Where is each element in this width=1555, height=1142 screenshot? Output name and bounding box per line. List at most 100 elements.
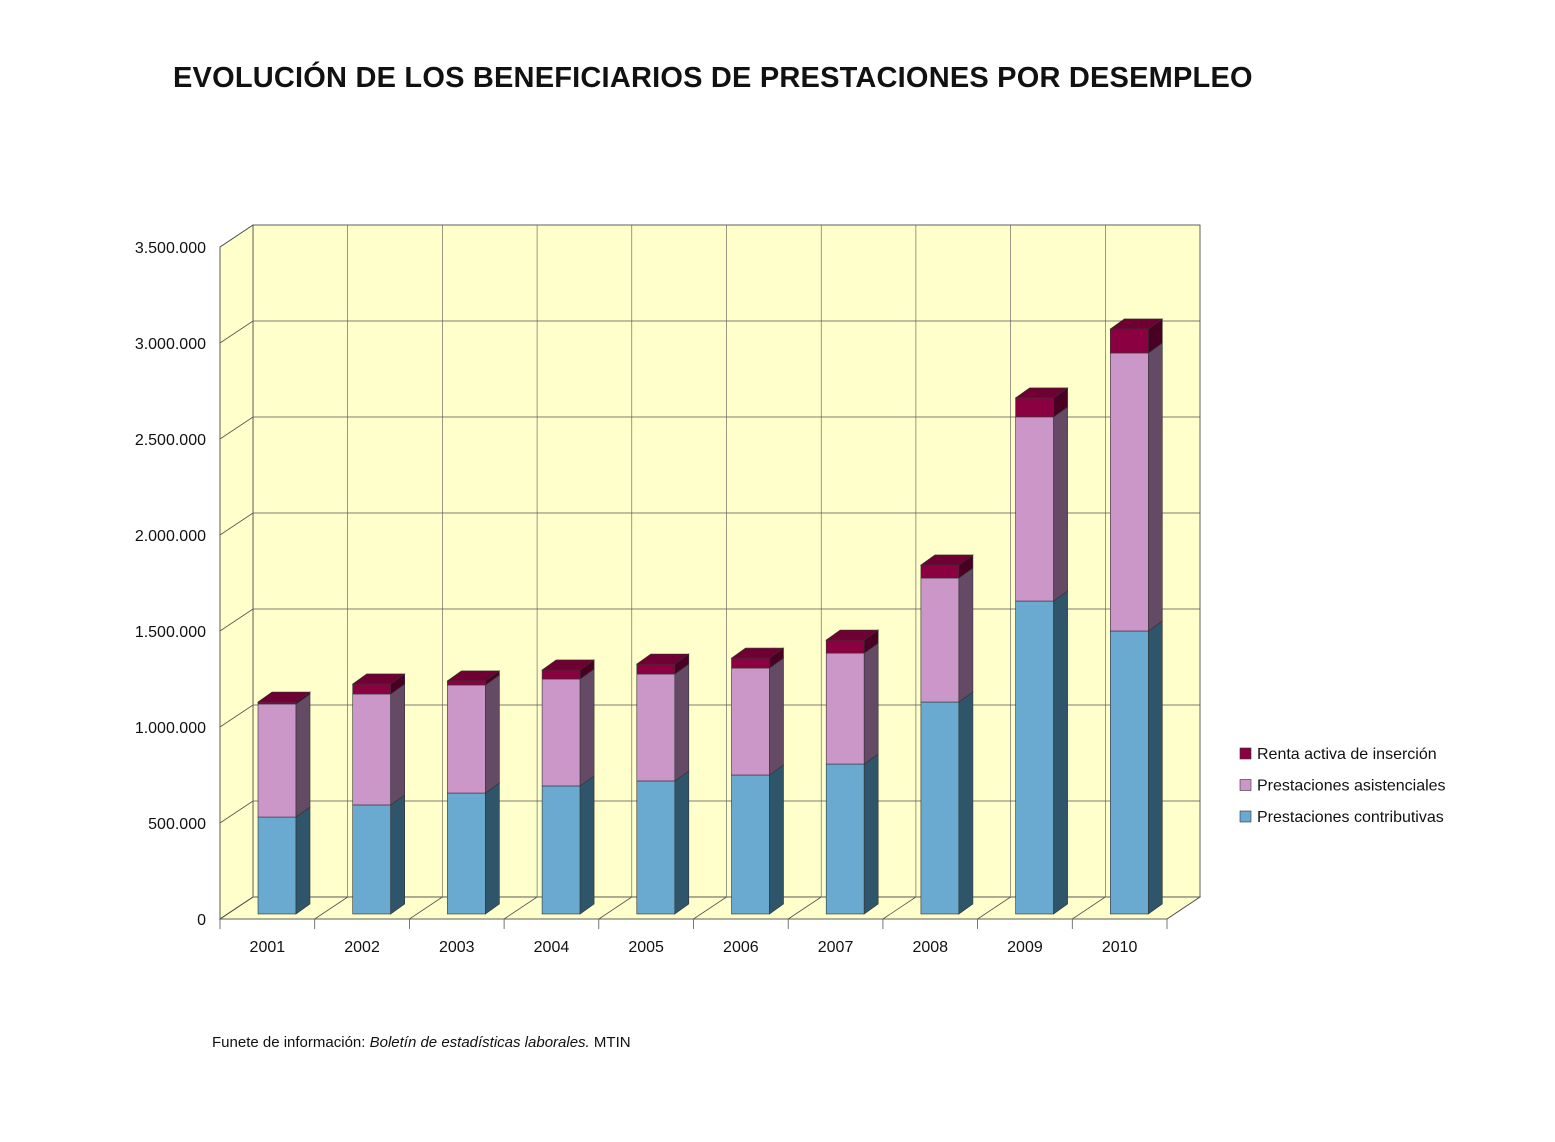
- gridline-side: [219, 224, 254, 248]
- bar-segment-side: [295, 806, 311, 915]
- side-wall: [219, 224, 254, 920]
- x-tick-label: 2005: [628, 939, 664, 956]
- legend-label: Prestaciones contributivas: [1257, 809, 1444, 826]
- bar-top: [1014, 387, 1069, 399]
- floor-divider: [1072, 896, 1106, 920]
- floor-divider: [693, 896, 727, 920]
- bar-segment-front: [352, 683, 392, 695]
- chart-title: EVOLUCIÓN DE LOS BENEFICIARIOS DE PRESTA…: [173, 62, 1253, 94]
- bar-segment-front: [352, 693, 392, 806]
- bar-segment-side: [485, 782, 500, 915]
- bar-segment-front: [731, 774, 770, 915]
- bar-segment-side: [485, 674, 500, 794]
- gridline-side: [219, 800, 254, 824]
- bar-segment-side: [863, 753, 879, 915]
- y-tick-label: 500.000: [148, 816, 206, 833]
- bar-stack-2002: [351, 673, 406, 915]
- y-tick-label: 1.000.000: [135, 720, 206, 737]
- bar-segment-side: [769, 764, 784, 915]
- legend-label: Prestaciones asistenciales: [1257, 778, 1446, 795]
- bar-segment-side: [674, 663, 690, 782]
- x-tick-label: 2010: [1102, 939, 1138, 956]
- floor-divider: [598, 896, 633, 920]
- bar-top: [825, 629, 880, 641]
- floor-divider: [409, 896, 443, 920]
- bar-top: [541, 659, 596, 671]
- legend: Renta activa de inserción Prestaciones as…: [1239, 746, 1446, 826]
- x-tick-label: 2004: [534, 939, 570, 956]
- floor-divider: [977, 896, 1011, 920]
- bar-segment-front: [920, 564, 960, 579]
- gridline-side: [219, 704, 254, 728]
- gridline-side: [219, 608, 254, 632]
- bar-stack-2004: [541, 659, 596, 915]
- legend-swatch: [1239, 747, 1252, 760]
- gridline-side: [219, 416, 254, 440]
- bar-segment-side: [579, 775, 595, 915]
- bar-top: [446, 670, 501, 682]
- bar-stack-2005: [635, 653, 690, 915]
- bar-segment-front: [257, 703, 297, 818]
- bar-segment-front: [447, 680, 486, 686]
- bar-stack-2009: [1014, 387, 1069, 915]
- bar-segment-front: [1015, 397, 1054, 418]
- bar-segment-front: [541, 785, 581, 915]
- bar-stack-2008: [919, 554, 974, 915]
- floor-divider: [787, 896, 822, 920]
- y-tick-label: 0: [197, 912, 206, 929]
- bar-segment-side: [579, 668, 595, 787]
- x-tick-label: 2003: [439, 939, 475, 956]
- bar-segment-front: [447, 684, 486, 794]
- bar-segment-side: [390, 683, 406, 806]
- bar-segment-front: [1110, 328, 1149, 354]
- bar-stack-2003: [446, 670, 501, 915]
- bar-segment-front: [1110, 630, 1149, 915]
- x-tick-label: 2008: [912, 939, 948, 956]
- bar-segment-front: [541, 678, 581, 787]
- bar-top: [1109, 318, 1164, 330]
- bar-top: [730, 647, 785, 659]
- bar-top: [919, 554, 974, 566]
- bar-stack-2006: [730, 647, 785, 915]
- source-note: Funete de información: Boletín de estadí…: [212, 1034, 631, 1051]
- bar-top: [351, 673, 406, 685]
- bar-segment-front: [825, 652, 865, 765]
- x-tick-label: 2007: [818, 939, 854, 956]
- bar-segment-side: [958, 691, 974, 915]
- bar-segment-front: [447, 792, 486, 915]
- bar-segment-front: [636, 673, 676, 782]
- floor-divider: [882, 896, 917, 920]
- floor-divider: [503, 896, 538, 920]
- legend-swatch: [1239, 810, 1252, 823]
- bar-segment-side: [674, 770, 690, 915]
- x-tick-label: 2006: [723, 939, 759, 956]
- bar-segment-side: [1053, 590, 1068, 915]
- bar-segment-side: [390, 794, 406, 915]
- bar-segment-front: [636, 780, 676, 915]
- bar-segment-front: [1110, 352, 1149, 632]
- legend-label: Renta activa de inserción: [1257, 746, 1437, 763]
- source-prefix: Funete de información:: [212, 1034, 366, 1051]
- bar-segment-side: [295, 693, 311, 818]
- source-org: MTIN: [593, 1034, 631, 1051]
- bar-segment-side: [1148, 342, 1163, 632]
- gridline-side: [219, 320, 254, 344]
- bar-top: [635, 653, 690, 665]
- bar-segment-side: [1148, 620, 1163, 915]
- floor-divider: [314, 896, 348, 920]
- bar-segment-front: [352, 804, 392, 915]
- y-tick-label: 2.500.000: [135, 432, 206, 449]
- bar-top: [257, 691, 311, 703]
- bar-segment-side: [958, 567, 974, 703]
- bar-segment-front: [636, 663, 676, 675]
- bar-segment-front: [257, 816, 297, 915]
- y-tick-label: 1.500.000: [135, 624, 206, 641]
- y-tick-label: 3.000.000: [135, 336, 206, 353]
- floor-divider: [1166, 896, 1201, 920]
- bar-stack-2007: [825, 629, 880, 915]
- bar-segment-front: [920, 577, 960, 703]
- bar-segment-front: [920, 701, 960, 915]
- bar-segment-side: [1053, 406, 1068, 602]
